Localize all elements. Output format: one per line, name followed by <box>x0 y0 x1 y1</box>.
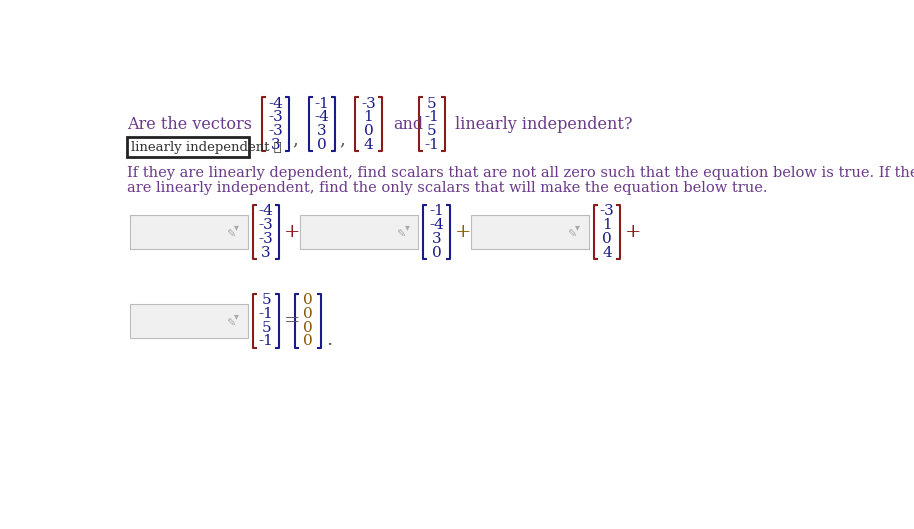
Text: -1: -1 <box>259 334 273 349</box>
Text: ▾: ▾ <box>575 223 580 232</box>
FancyBboxPatch shape <box>130 304 248 338</box>
Text: ▾: ▾ <box>234 223 239 232</box>
FancyBboxPatch shape <box>471 215 589 249</box>
Text: 0: 0 <box>303 321 313 334</box>
Text: -3: -3 <box>268 111 282 124</box>
Text: -1: -1 <box>425 138 440 152</box>
Text: 5: 5 <box>261 321 271 334</box>
Text: 0: 0 <box>303 334 313 349</box>
Text: 1: 1 <box>364 111 373 124</box>
Text: +: + <box>455 223 472 241</box>
Text: Are the vectors: Are the vectors <box>127 116 251 133</box>
Text: linearly independent?: linearly independent? <box>455 116 632 133</box>
FancyBboxPatch shape <box>301 215 418 249</box>
Text: +: + <box>625 223 642 241</box>
Text: ▾: ▾ <box>405 223 409 232</box>
Text: 4: 4 <box>602 246 612 260</box>
Text: ✎: ✎ <box>567 230 576 240</box>
Text: ✎: ✎ <box>226 230 235 240</box>
FancyBboxPatch shape <box>130 215 248 249</box>
Text: -3: -3 <box>259 232 273 246</box>
Text: -1: -1 <box>425 111 440 124</box>
Text: 3: 3 <box>261 246 271 260</box>
Text: 5: 5 <box>427 96 437 111</box>
Text: 0: 0 <box>431 246 441 260</box>
Text: 3: 3 <box>431 232 441 246</box>
Text: 3: 3 <box>271 138 281 152</box>
Text: =: = <box>284 312 301 330</box>
Text: and: and <box>393 116 423 133</box>
Text: 1: 1 <box>602 218 612 232</box>
Text: 5: 5 <box>261 293 271 307</box>
Text: ✎: ✎ <box>397 230 406 240</box>
Text: -3: -3 <box>259 218 273 232</box>
Text: -1: -1 <box>314 96 329 111</box>
Text: linearly independent ✓: linearly independent ✓ <box>131 141 282 154</box>
Text: If they are linearly dependent, find scalars that are not all zero such that the: If they are linearly dependent, find sca… <box>127 166 914 180</box>
Text: -4: -4 <box>259 204 273 218</box>
Text: -1: -1 <box>259 307 273 321</box>
Text: 0: 0 <box>317 138 327 152</box>
Text: 4: 4 <box>364 138 373 152</box>
Text: -4: -4 <box>314 111 329 124</box>
Text: 3: 3 <box>317 124 327 138</box>
Text: 0: 0 <box>364 124 373 138</box>
Text: +: + <box>284 223 301 241</box>
Text: .: . <box>326 331 333 349</box>
Text: -3: -3 <box>268 124 282 138</box>
Text: -4: -4 <box>268 96 283 111</box>
Text: ,: , <box>292 131 298 149</box>
Text: ▾: ▾ <box>234 311 239 321</box>
Text: are linearly independent, find the only scalars that will make the equation belo: are linearly independent, find the only … <box>127 181 767 195</box>
Text: 0: 0 <box>303 293 313 307</box>
Text: -3: -3 <box>600 204 614 218</box>
Text: 0: 0 <box>602 232 612 246</box>
FancyBboxPatch shape <box>127 138 250 158</box>
Text: 0: 0 <box>303 307 313 321</box>
Text: -4: -4 <box>430 218 444 232</box>
Text: -3: -3 <box>361 96 376 111</box>
Text: ✎: ✎ <box>226 319 235 329</box>
Text: -1: -1 <box>430 204 444 218</box>
Text: 5: 5 <box>427 124 437 138</box>
Text: ,: , <box>339 131 345 149</box>
